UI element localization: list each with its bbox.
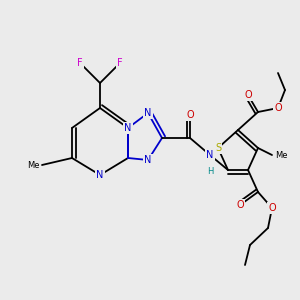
Text: O: O [268, 203, 276, 213]
Text: F: F [77, 58, 83, 68]
Text: O: O [236, 200, 244, 210]
Text: H: H [207, 167, 213, 176]
Text: O: O [244, 90, 252, 100]
Text: N: N [206, 150, 214, 160]
Text: N: N [124, 123, 132, 133]
Text: N: N [96, 170, 104, 180]
Text: Me: Me [28, 160, 40, 169]
Text: O: O [274, 103, 282, 113]
Text: N: N [144, 155, 152, 165]
Text: Me: Me [275, 151, 287, 160]
Text: O: O [186, 110, 194, 120]
Text: F: F [117, 58, 123, 68]
Text: S: S [215, 143, 221, 153]
Text: N: N [144, 108, 152, 118]
